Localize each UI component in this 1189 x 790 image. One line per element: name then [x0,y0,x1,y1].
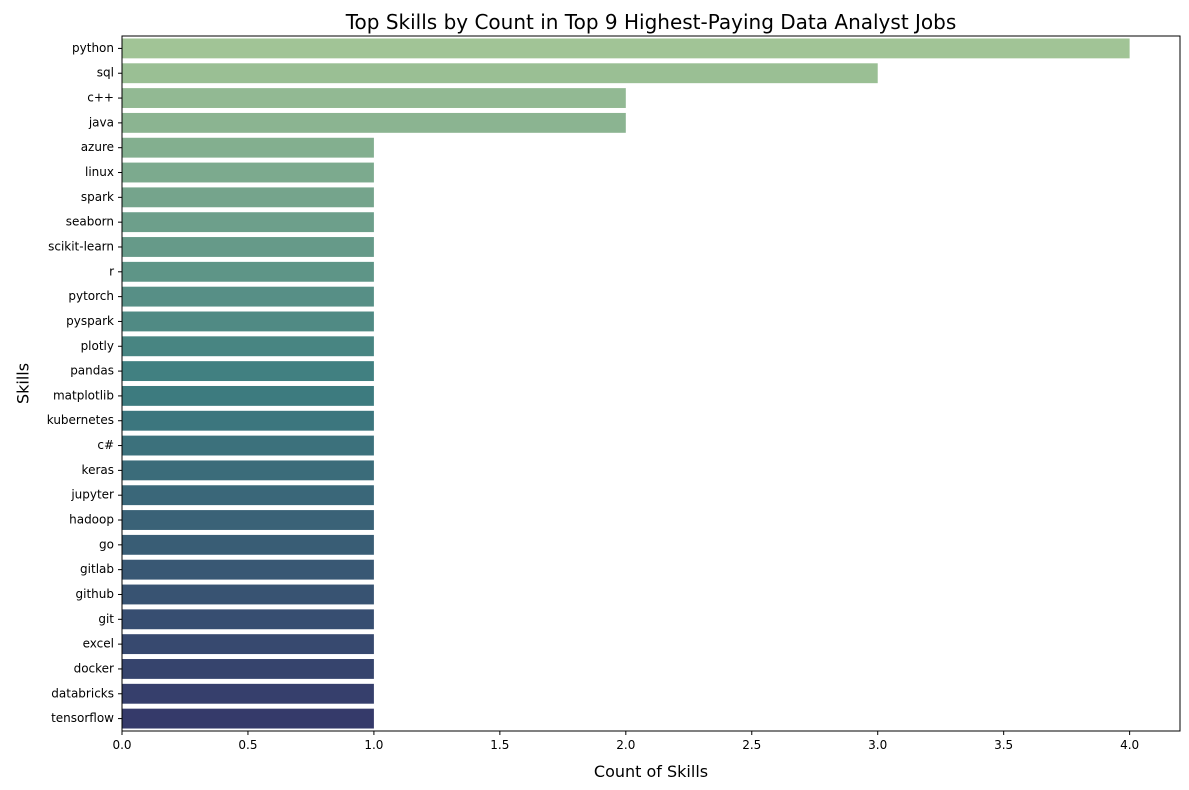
bar-sql [122,63,878,84]
bar-pyspark [122,311,374,332]
y-tick-label: go [99,537,114,551]
y-tick-label: pyspark [66,314,114,328]
y-tick-label: python [72,41,114,55]
bar-github [122,584,374,605]
bar-java [122,112,626,133]
y-tick-label: c++ [87,91,114,105]
y-tick-label: sql [97,66,114,80]
x-axis-ticks: 0.0 0.5 1.0 1.5 2.0 2.5 3.0 3.5 4.0 [112,731,1139,752]
y-tick-label: r [109,264,114,278]
x-tick-label: 2.5 [742,738,761,752]
x-tick-label: 1.0 [364,738,383,752]
bar-c# [122,435,374,456]
y-tick-label: docker [74,661,114,675]
bar-hadoop [122,510,374,530]
y-tick-label: java [88,115,114,129]
y-tick-label: kubernetes [47,413,114,427]
y-tick-label: azure [81,140,114,154]
x-tick-label: 0.0 [112,738,131,752]
bar-jupyter [122,485,374,506]
y-tick-label: pandas [70,364,114,378]
y-tick-label: matplotlib [53,388,114,402]
bar-python [122,38,1130,59]
y-tick-label: keras [82,463,114,477]
plot-frame [121,35,1181,732]
x-tick-label: 1.5 [490,738,509,752]
y-tick-label: databricks [51,686,114,700]
bar-scikit-learn [122,237,374,257]
bar-gitlab [122,559,374,580]
y-tick-label: excel [83,637,114,651]
bars-group [122,38,1130,729]
y-tick-label: scikit-learn [48,239,114,253]
y-tick-label: plotly [81,339,114,353]
y-axis-ticks: python sql c++ java azure linux spark seaborn sc… [47,41,122,725]
y-tick-label: tensorflow [51,711,114,725]
y-tick-label: gitlab [80,562,114,576]
bar-go [122,534,374,555]
bar-matplotlib [122,385,374,406]
y-tick-label: pytorch [68,289,114,303]
bar-kubernetes [122,410,374,431]
x-tick-label: 2.0 [616,738,635,752]
x-axis-title: Count of Skills [594,762,708,781]
bar-azure [122,137,374,158]
bar-excel [122,634,374,655]
y-tick-label: github [76,587,114,601]
y-tick-label: git [98,612,114,626]
y-tick-label: linux [85,165,114,179]
y-tick-label: jupyter [70,488,114,502]
y-tick-label: hadoop [69,513,114,527]
bar-docker [122,659,374,679]
bar-databricks [122,683,374,704]
bar-tensorflow [122,708,374,729]
x-tick-label: 3.0 [868,738,887,752]
x-tick-label: 3.5 [994,738,1013,752]
x-tick-label: 0.5 [238,738,257,752]
bar-git [122,609,374,630]
bar-r [122,261,374,282]
bar-seaborn [122,212,374,233]
bar-c++ [122,88,626,108]
chart-title: Top Skills by Count in Top 9 Highest-Pay… [345,10,957,34]
y-tick-label: spark [81,190,114,204]
y-tick-label: seaborn [66,215,114,229]
y-tick-label: c# [97,438,114,452]
bar-plotly [122,336,374,357]
bar-pandas [122,361,374,382]
bar-linux [122,162,374,183]
y-axis-title: Skills [14,363,33,404]
bar-pytorch [122,286,374,307]
x-tick-label: 4.0 [1120,738,1139,752]
bar-spark [122,187,374,208]
bar-keras [122,460,374,481]
